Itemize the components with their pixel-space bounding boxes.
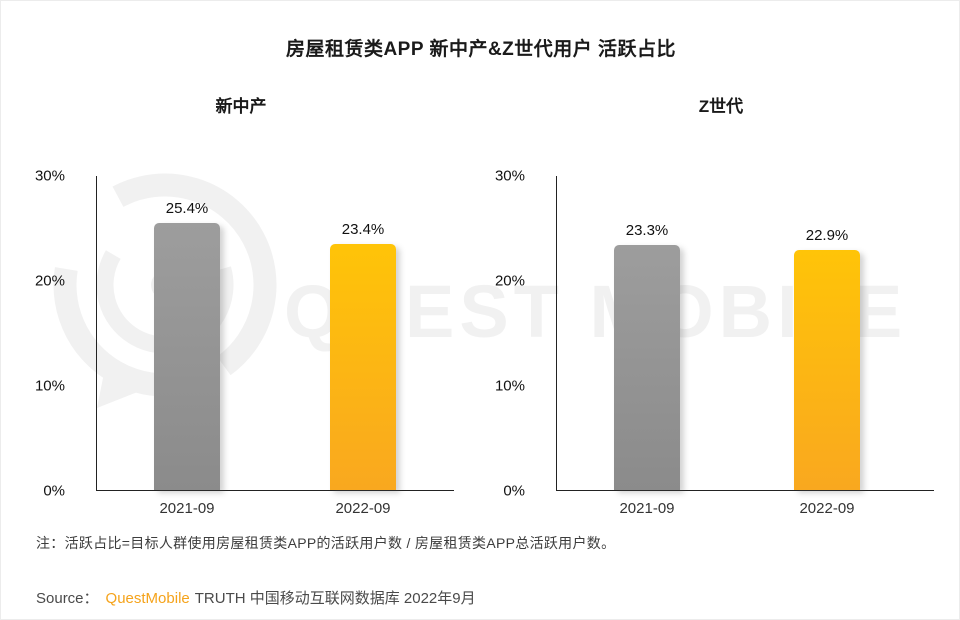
- plot-area-newmiddleclass: 25.4% 2021-09 23.4% 2022-09: [96, 176, 454, 517]
- bar-2022-09: [794, 249, 860, 490]
- y-tick: 30%: [494, 167, 525, 185]
- bar-2021-09: [154, 223, 220, 490]
- bar-2021-09: [614, 245, 680, 490]
- bar-group-2022-09: 22.9% 2022-09: [794, 227, 860, 517]
- bar-value-label: 23.3%: [625, 222, 669, 240]
- y-tick: 30%: [34, 167, 65, 185]
- y-tick: 10%: [34, 377, 65, 395]
- y-tick: 10%: [494, 377, 525, 395]
- bar-value-label: 22.9%: [805, 226, 849, 244]
- footnote: 注：活跃占比=目标人群使用房屋租赁类APP的活跃用户数 / 房屋租赁类APP总活…: [36, 535, 616, 551]
- y-axis-ticks-right-chart: 30% 20% 10% 0%: [489, 168, 539, 500]
- y-tick: 0%: [43, 482, 65, 500]
- bar-group-2022-09: 23.4% 2022-09: [330, 221, 396, 517]
- x-axis-label: 2021-09: [159, 500, 215, 517]
- source-line: Source： QuestMobile TRUTH 中国移动互联网数据库 2022年…: [36, 587, 476, 608]
- source-label: Source：: [36, 590, 99, 607]
- x-axis-label: 2022-09: [799, 500, 855, 517]
- bar-group-2021-09: 23.3% 2021-09: [614, 222, 680, 517]
- y-tick: 20%: [494, 272, 525, 290]
- bar-group-2021-09: 25.4% 2021-09: [154, 200, 220, 517]
- x-axis-label: 2022-09: [335, 500, 391, 517]
- chart-subtitle-newmiddleclass: 新中产: [215, 97, 267, 116]
- page-title: 房屋租赁类APP 新中产&Z世代用户 活跃占比: [285, 39, 677, 60]
- x-axis-label: 2021-09: [619, 500, 675, 517]
- y-tick: 20%: [34, 272, 65, 290]
- y-tick: 0%: [503, 482, 525, 500]
- bar-value-label: 23.4%: [341, 221, 385, 239]
- bar-value-label: 25.4%: [165, 200, 209, 218]
- bar-2022-09: [330, 244, 396, 490]
- plot-area-genz: 23.3% 2021-09 22.9% 2022-09: [556, 176, 934, 517]
- source-brand: QuestMobile: [105, 590, 190, 607]
- source-rest: TRUTH 中国移动互联网数据库 2022年9月: [194, 590, 476, 607]
- y-axis-ticks-left-chart: 30% 20% 10% 0%: [29, 168, 79, 500]
- chart-subtitle-genz: Z世代: [698, 97, 744, 116]
